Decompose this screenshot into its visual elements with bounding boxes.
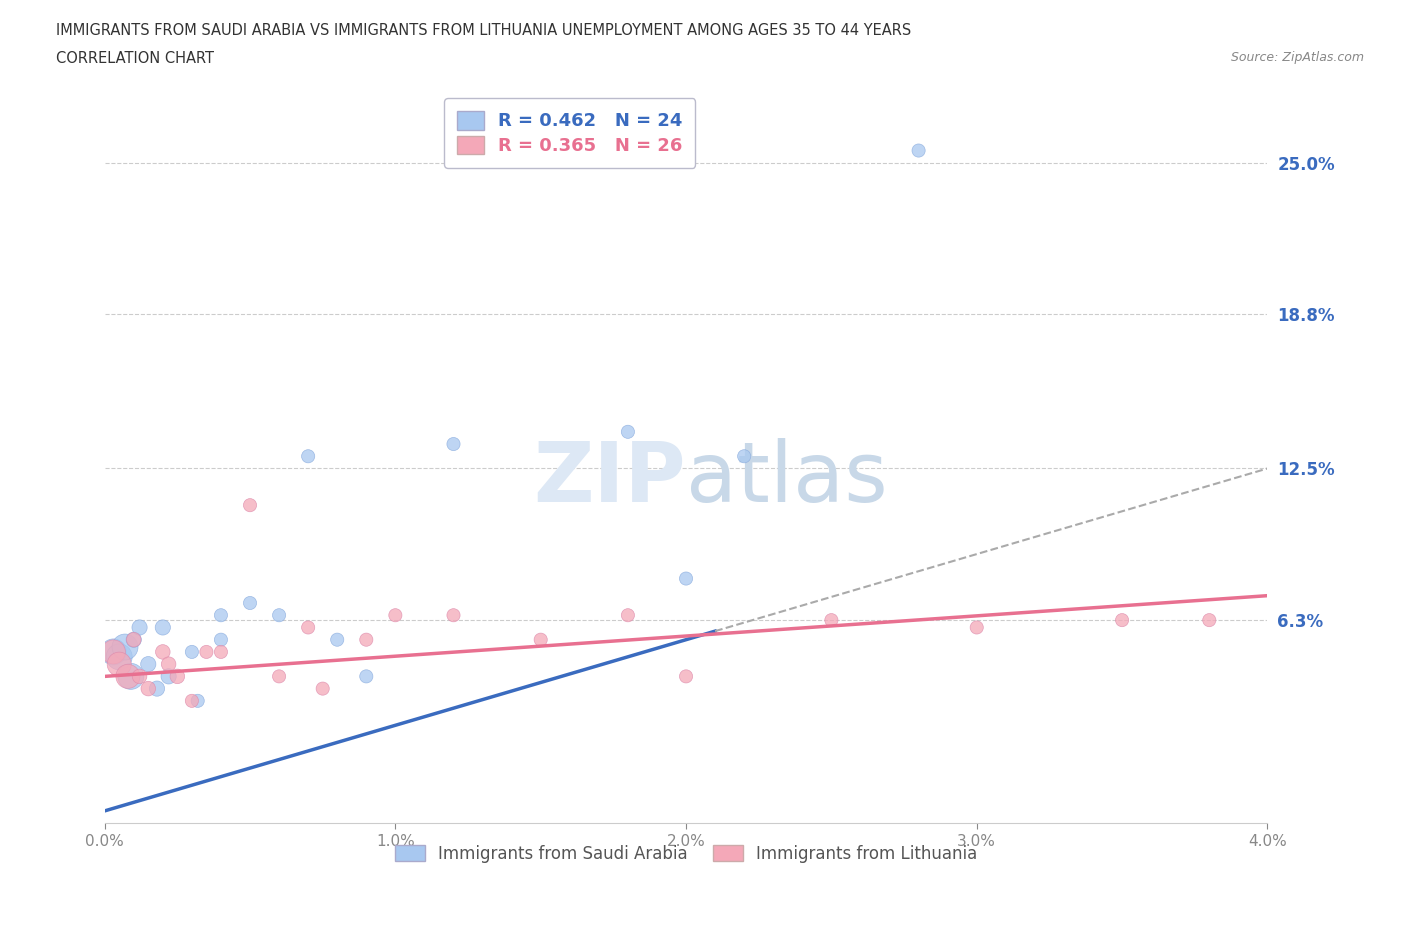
Text: ZIP: ZIP — [533, 438, 686, 519]
Point — [1111, 613, 1133, 628]
Point — [239, 595, 262, 610]
Point — [136, 657, 159, 671]
Point — [356, 632, 378, 647]
Point — [297, 620, 319, 635]
Text: Source: ZipAtlas.com: Source: ZipAtlas.com — [1230, 51, 1364, 64]
Point — [209, 632, 232, 647]
Point — [108, 649, 131, 664]
Point — [384, 608, 406, 623]
Point — [128, 620, 150, 635]
Text: IMMIGRANTS FROM SAUDI ARABIA VS IMMIGRANTS FROM LITHUANIA UNEMPLOYMENT AMONG AGE: IMMIGRANTS FROM SAUDI ARABIA VS IMMIGRAN… — [56, 23, 911, 38]
Point — [152, 644, 174, 659]
Point — [326, 632, 349, 647]
Point — [443, 436, 465, 451]
Point — [180, 644, 202, 659]
Point — [152, 620, 174, 635]
Point — [820, 613, 842, 628]
Point — [312, 681, 335, 696]
Point — [1198, 613, 1220, 628]
Point — [209, 644, 232, 659]
Point — [195, 644, 218, 659]
Point — [122, 632, 145, 647]
Point — [267, 669, 290, 684]
Point — [114, 640, 136, 655]
Point — [617, 424, 640, 439]
Point — [733, 449, 755, 464]
Point — [356, 669, 378, 684]
Point — [146, 681, 169, 696]
Text: CORRELATION CHART: CORRELATION CHART — [56, 51, 214, 66]
Point — [209, 608, 232, 623]
Text: atlas: atlas — [686, 438, 887, 519]
Point — [157, 669, 180, 684]
Point — [530, 632, 553, 647]
Point — [136, 681, 159, 696]
Point — [103, 644, 125, 659]
Point — [117, 669, 139, 684]
Point — [187, 694, 209, 709]
Point — [122, 632, 145, 647]
Point — [108, 657, 131, 671]
Point — [443, 608, 465, 623]
Point — [120, 669, 142, 684]
Point — [675, 669, 697, 684]
Point — [617, 608, 640, 623]
Point — [675, 571, 697, 586]
Point — [128, 669, 150, 684]
Point — [297, 449, 319, 464]
Point — [180, 694, 202, 709]
Point — [239, 498, 262, 512]
Legend: Immigrants from Saudi Arabia, Immigrants from Lithuania: Immigrants from Saudi Arabia, Immigrants… — [388, 839, 984, 870]
Point — [267, 608, 290, 623]
Point — [166, 669, 188, 684]
Point — [157, 657, 180, 671]
Point — [907, 143, 929, 158]
Point — [966, 620, 988, 635]
Point — [103, 644, 125, 659]
